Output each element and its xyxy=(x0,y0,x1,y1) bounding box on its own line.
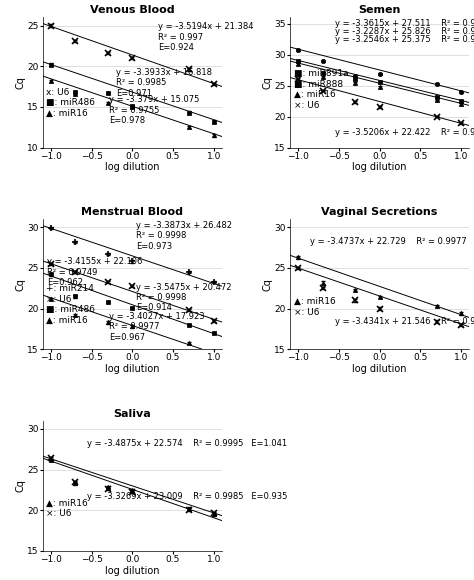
X-axis label: log dilution: log dilution xyxy=(105,566,160,575)
Text: y = -3.5206x + 22.422    R² = 0.9983   E=0.923: y = -3.5206x + 22.422 R² = 0.9983 E=0.92… xyxy=(335,128,474,137)
Text: y = -3.5475x + 20.472
R² = 0.9998
E=0.914: y = -3.5475x + 20.472 R² = 0.9998 E=0.91… xyxy=(137,282,232,313)
X-axis label: log dilution: log dilution xyxy=(352,364,407,374)
Text: y = -3.4737x + 22.729    R² = 0.9977   E=0.940: y = -3.4737x + 22.729 R² = 0.9977 E=0.94… xyxy=(310,237,474,246)
Text: y = -3.3933x + 16.818
R² = 0.9985
E=0.971: y = -3.3933x + 16.818 R² = 0.9985 E=0.97… xyxy=(116,68,212,97)
Text: x: U6
■: miR486
▲: miR16: x: U6 ■: miR486 ▲: miR16 xyxy=(46,88,95,118)
Text: +: miR214
×: U6
■: miR486
▲: miR16: +: miR214 ×: U6 ■: miR486 ▲: miR16 xyxy=(46,284,95,324)
Title: Semen: Semen xyxy=(358,5,401,15)
Text: y = -3.379x + 15.075
R² = 0.9755
E=0.978: y = -3.379x + 15.075 R² = 0.9755 E=0.978 xyxy=(109,96,200,125)
Title: Venous Blood: Venous Blood xyxy=(90,5,174,15)
X-axis label: log dilution: log dilution xyxy=(105,162,160,172)
Text: ▲: miR16
×: U6: ▲: miR16 ×: U6 xyxy=(46,499,88,519)
Text: y = -3.4027x + 17.923
R² = 0.9977
E=0.967: y = -3.4027x + 17.923 R² = 0.9977 E=0.96… xyxy=(109,312,205,342)
Text: y = -3.2287x + 25.826    R² = 0.9963   E=1.040: y = -3.2287x + 25.826 R² = 0.9963 E=1.04… xyxy=(335,27,474,36)
X-axis label: log dilution: log dilution xyxy=(105,364,160,374)
Title: Vaginal Secretions: Vaginal Secretions xyxy=(321,207,438,217)
Text: y = -3.3269x + 23.009    R² = 0.9985   E=0.935: y = -3.3269x + 23.009 R² = 0.9985 E=0.93… xyxy=(88,492,288,502)
Text: y = -3.4155x + 22.106
R² = 0.9749
E=0.962: y = -3.4155x + 22.106 R² = 0.9749 E=0.96… xyxy=(47,258,142,287)
Y-axis label: Cq: Cq xyxy=(16,76,26,89)
Text: y = -3.3873x + 26.482
R² = 0.9998
E=0.973: y = -3.3873x + 26.482 R² = 0.9998 E=0.97… xyxy=(137,221,232,251)
Y-axis label: Cq: Cq xyxy=(263,278,273,291)
Title: Saliva: Saliva xyxy=(113,409,151,419)
Y-axis label: Cq: Cq xyxy=(16,278,26,291)
Text: y = -3.4875x + 22.574    R² = 0.9995   E=1.041: y = -3.4875x + 22.574 R² = 0.9995 E=1.04… xyxy=(88,438,288,448)
Text: y = -3.3615x + 27.511    R² = 0.9911   E=0.984: y = -3.3615x + 27.511 R² = 0.9911 E=0.98… xyxy=(335,19,474,28)
Text: y = -3.4341x + 21.546    R² = 0.9975   E=0.955: y = -3.4341x + 21.546 R² = 0.9975 E=0.95… xyxy=(335,317,474,326)
Text: ■: miR891a
■: miR888
▲: miR16
×: U6: ■: miR891a ■: miR888 ▲: miR16 ×: U6 xyxy=(293,70,348,110)
Text: y = -3.5194x + 21.384
R² = 0.997
E=0.924: y = -3.5194x + 21.384 R² = 0.997 E=0.924 xyxy=(158,22,254,52)
Y-axis label: Cq: Cq xyxy=(263,76,273,89)
Y-axis label: Cq: Cq xyxy=(16,480,26,492)
Text: y = -3.2546x + 25.375    R² = 0.9991   E=1.029: y = -3.2546x + 25.375 R² = 0.9991 E=1.02… xyxy=(335,35,474,44)
Text: ▲: miR16
×: U6: ▲: miR16 ×: U6 xyxy=(293,297,335,317)
X-axis label: log dilution: log dilution xyxy=(352,162,407,172)
Title: Menstrual Blood: Menstrual Blood xyxy=(81,207,183,217)
